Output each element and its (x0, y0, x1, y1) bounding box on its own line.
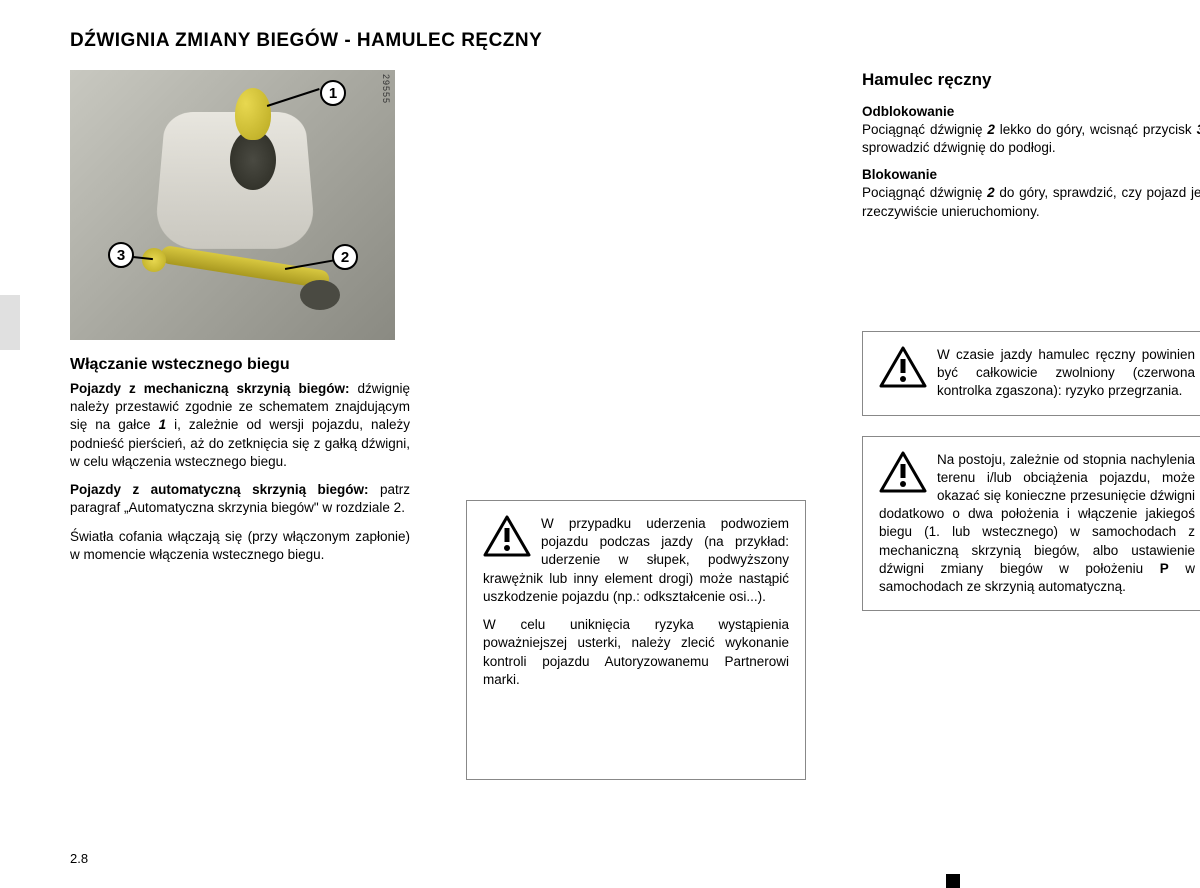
crop-mark (946, 874, 960, 888)
rel-ref2: 3 (1197, 122, 1200, 137)
column-2: W przypadku uderzenia podwoziem pojazdu … (466, 70, 806, 830)
manual-gearbox-paragraph: Pojazdy z mechaniczną skrzynią biegów: d… (70, 380, 410, 471)
callout-3: 3 (108, 242, 134, 268)
reverse-gear-heading: Włączanie wstecznego biegu (70, 356, 410, 374)
lock-ref: 2 (987, 185, 995, 200)
lock-paragraph: Pociągnąć dźwignię 2 do góry, sprawdzić,… (862, 184, 1200, 220)
rel-a: Pociągnąć dźwignię (862, 122, 987, 137)
lock-subhead: Blokowanie (862, 167, 1200, 182)
callout-2: 2 (332, 244, 358, 270)
callout-1: 1 (320, 80, 346, 106)
manual-lead: Pojazdy z mechaniczną skrzynią biegów: (70, 381, 350, 396)
auto-gearbox-paragraph: Pojazdy z automatyczną skrzynią biegów: … (70, 481, 410, 517)
reverse-lights-paragraph: Światła cofania włączają się (przy włącz… (70, 528, 410, 564)
rel-b: lekko do góry, wcisnąć przycisk (995, 122, 1197, 137)
column-3: Hamulec ręczny Odblokowanie Pociągnąć dź… (862, 70, 1200, 830)
page-number: 2.8 (70, 851, 88, 866)
warning-icon (879, 346, 927, 388)
parking-warn-p: P (1160, 561, 1169, 576)
driving-warning-box: W czasie jazdy hamulec ręczny powinien b… (862, 331, 1200, 416)
content-columns: 1 2 3 29555 Włączanie wstecznego biegu P… (0, 70, 1160, 830)
column-1: 1 2 3 29555 Włączanie wstecznego biegu P… (70, 70, 410, 830)
page-title: DŹWIGNIA ZMIANY BIEGÓW - HAMULEC RĘCZNY (70, 30, 1160, 52)
rel-ref1: 2 (987, 122, 995, 137)
image-ref-number: 29555 (381, 74, 391, 104)
warning-icon (483, 515, 531, 557)
parking-warning-box: Na postoju, zależnie od stopnia nachylen… (862, 436, 1200, 612)
release-paragraph: Pociągnąć dźwignię 2 lekko do góry, wcis… (862, 121, 1200, 157)
driving-warn-text: W czasie jazdy hamulec ręczny powinien b… (937, 347, 1195, 398)
lock-a: Pociągnąć dźwignię (862, 185, 987, 200)
auto-lead: Pojazdy z automatyczną skrzynią biegów: (70, 482, 369, 497)
handbrake-heading: Hamulec ręczny (862, 70, 1200, 90)
warning-icon (879, 451, 927, 493)
release-subhead: Odblokowanie (862, 104, 1200, 119)
underbody-warning-box: W przypadku uderzenia podwoziem pojazdu … (466, 500, 806, 780)
manual-ref: 1 (159, 417, 167, 432)
side-tab (0, 295, 20, 350)
gear-lever-illustration: 1 2 3 29555 (70, 70, 395, 340)
warn-col2-text-b: W celu uniknięcia ryzyka wystąpienia pow… (483, 617, 789, 687)
